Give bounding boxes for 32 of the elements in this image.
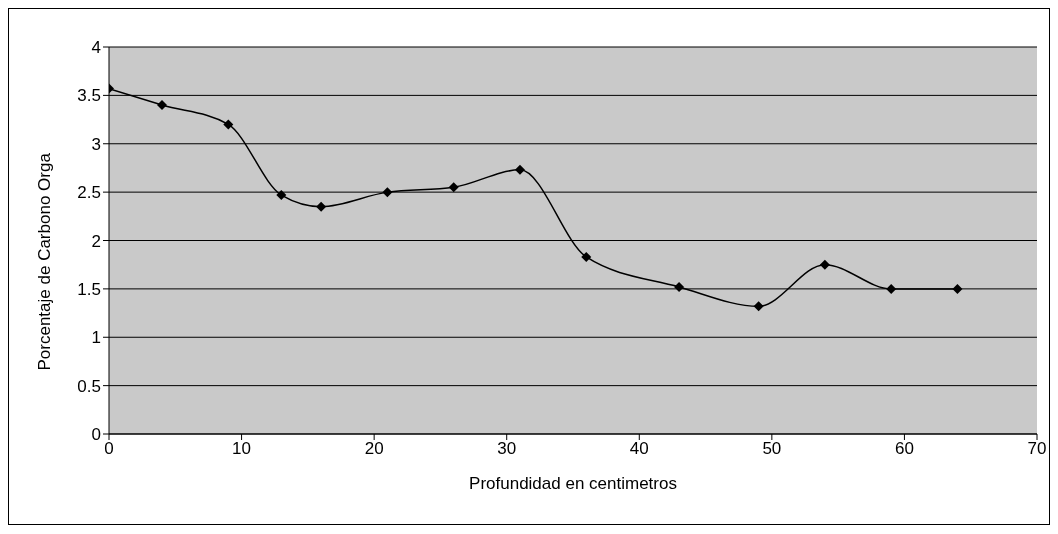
point: [952, 283, 963, 294]
y-tick-label: 0.5: [77, 376, 101, 396]
point: [514, 164, 525, 175]
point: [753, 301, 764, 312]
point: [448, 182, 459, 193]
y-axis-title: Porcentaje de Carbono Orga: [35, 152, 55, 371]
point: [886, 283, 897, 294]
x-tick-label: 50: [762, 439, 782, 459]
point: [819, 259, 830, 270]
x-tick-label: 30: [497, 439, 517, 459]
point: [382, 187, 393, 198]
y-tick-label: 3.5: [77, 86, 101, 106]
x-tick-label: 40: [629, 439, 649, 459]
y-tick-label: 4: [91, 38, 101, 58]
point: [581, 251, 592, 262]
x-tick-label: 60: [894, 439, 914, 459]
point: [316, 201, 327, 212]
point: [223, 119, 234, 130]
y-tick-label: 3: [91, 134, 101, 154]
x-tick-label: 0: [104, 439, 114, 459]
x-tick-label: 70: [1027, 439, 1047, 459]
y-tick-label: 1: [91, 328, 101, 348]
point: [157, 100, 168, 111]
y-tick-label: 2.5: [77, 183, 101, 203]
y-tick-label: 2: [91, 231, 101, 251]
x-axis-title: Profundidad en centimetros: [469, 474, 677, 493]
point: [276, 190, 287, 201]
point: [674, 281, 685, 292]
y-tick-label: 1.5: [77, 279, 101, 299]
y-tick-label: 0: [91, 425, 101, 445]
x-tick-label: 20: [364, 439, 384, 459]
x-tick-label: 10: [232, 439, 252, 459]
